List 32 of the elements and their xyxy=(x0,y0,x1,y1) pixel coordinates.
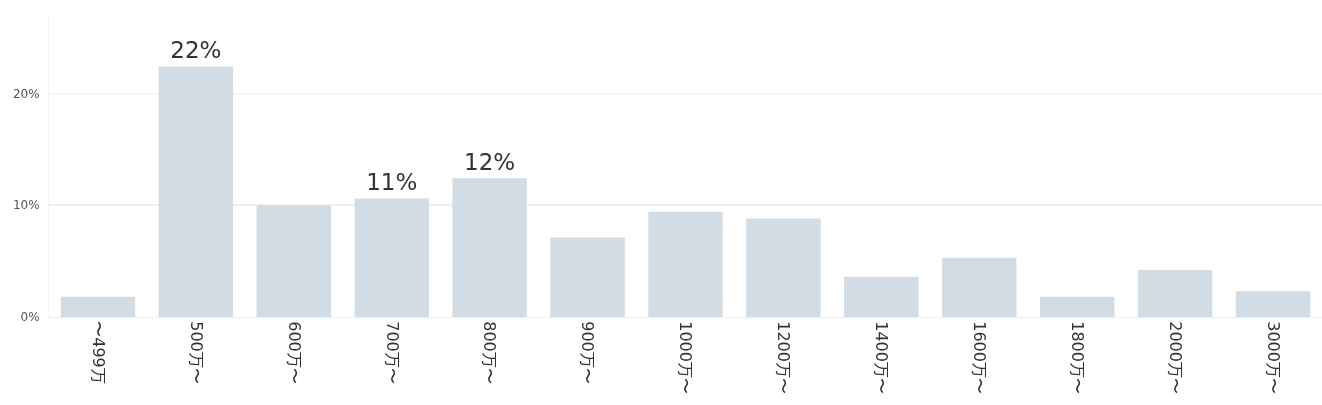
x-tick-label: 1200万〜 xyxy=(774,321,794,394)
bar xyxy=(256,205,332,317)
x-tick-label: 2000万〜 xyxy=(1165,321,1185,394)
x-tick-label: 1600万〜 xyxy=(970,321,990,394)
bar xyxy=(648,211,723,317)
x-tick-label: 〜499万 xyxy=(88,321,108,384)
bar xyxy=(550,237,625,317)
x-tick-label: 1400万〜 xyxy=(872,321,892,394)
bar xyxy=(60,296,136,317)
bar xyxy=(354,198,429,317)
bar xyxy=(1137,270,1213,317)
y-tick-label: 10% xyxy=(12,198,40,213)
data-label: 11% xyxy=(366,169,418,196)
x-tick-label: 3000万〜 xyxy=(1263,321,1283,394)
x-tick-label: 800万〜 xyxy=(480,321,500,384)
x-tick-label: 1000万〜 xyxy=(676,321,696,394)
y-tick-label: 0% xyxy=(20,310,40,325)
x-tick-label: 600万〜 xyxy=(284,321,304,384)
bar xyxy=(844,276,919,317)
x-tick-label: 900万〜 xyxy=(578,321,598,384)
x-tick-label: 700万〜 xyxy=(382,321,402,384)
bar xyxy=(158,66,234,317)
bar xyxy=(942,257,1017,317)
y-tick-label: 20% xyxy=(12,86,40,101)
x-tick-label: 1800万〜 xyxy=(1067,321,1087,394)
data-label: 22% xyxy=(170,37,222,64)
data-label: 12% xyxy=(464,149,516,176)
x-tick-label: 500万〜 xyxy=(186,321,206,384)
bar xyxy=(746,218,821,317)
bar xyxy=(1235,291,1311,317)
bar xyxy=(452,178,527,317)
bar xyxy=(1039,296,1115,317)
